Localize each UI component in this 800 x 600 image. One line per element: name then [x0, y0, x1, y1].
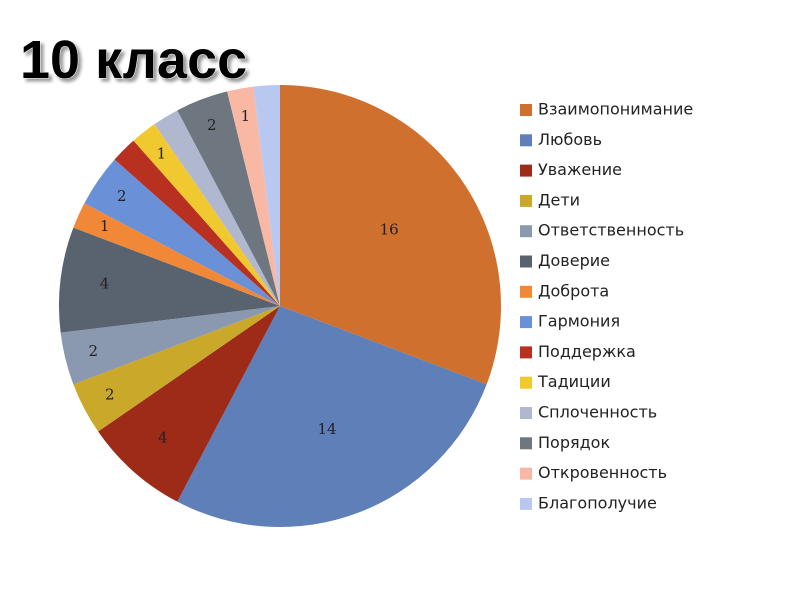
legend-swatch	[520, 346, 532, 359]
data-label: 14	[317, 420, 336, 438]
legend-label: Доверие	[538, 251, 610, 270]
legend-label: Порядок	[538, 433, 610, 452]
legend-swatch	[520, 316, 532, 329]
pie-slice	[73, 203, 280, 306]
pie-slice	[60, 306, 280, 385]
legend-swatch	[520, 376, 532, 389]
pie-slice	[114, 140, 280, 306]
data-label: 2	[207, 116, 217, 134]
data-label: 2	[105, 385, 115, 403]
pie-slice	[98, 306, 280, 502]
pie-slice	[73, 306, 280, 432]
legend-label: Гармония	[538, 312, 620, 331]
legend-swatch	[520, 407, 532, 419]
pie-slice	[177, 306, 487, 527]
data-label: 2	[89, 342, 99, 360]
legend-swatch	[520, 285, 532, 298]
legend-swatch	[520, 134, 532, 147]
legend-swatch	[520, 497, 532, 510]
pie-slice	[154, 110, 280, 307]
pie-slice	[253, 85, 280, 306]
chart-title: 10 класс	[20, 30, 247, 90]
legend-label: Благополучие	[538, 493, 657, 512]
legend-swatch	[520, 467, 532, 480]
legend-label: Дети	[538, 190, 580, 209]
legend-swatch	[520, 104, 532, 116]
pie-slice	[280, 85, 501, 385]
data-label: 4	[158, 428, 168, 446]
pie-slice	[227, 86, 280, 307]
legend-label: Тадиции	[537, 372, 611, 391]
legend-label: Любовь	[538, 130, 602, 149]
legend-label: Уважение	[538, 160, 622, 179]
data-label: 16	[380, 221, 399, 239]
legend-swatch	[520, 255, 532, 268]
legend-label: Откровенность	[538, 463, 667, 482]
data-label: 1	[241, 107, 251, 125]
legend-swatch	[520, 437, 532, 450]
legend-swatch	[520, 194, 532, 207]
legend-label: Поддержка	[538, 342, 636, 361]
legend-label: Сплоченность	[538, 403, 657, 422]
legend-label: Доброта	[538, 281, 609, 300]
legend-label: Взаимопонимание	[538, 100, 693, 119]
legend-swatch	[520, 225, 532, 238]
legend-label: Ответственность	[538, 221, 684, 240]
data-label: 2	[117, 187, 127, 205]
data-label: 4	[100, 275, 110, 293]
pie-slice	[84, 159, 281, 306]
pie-slice	[59, 227, 281, 333]
pie-slice	[133, 124, 280, 306]
legend-swatch	[520, 164, 532, 177]
data-label: 1	[100, 217, 110, 235]
pie-slice	[177, 91, 280, 306]
data-label: 1	[157, 145, 167, 163]
